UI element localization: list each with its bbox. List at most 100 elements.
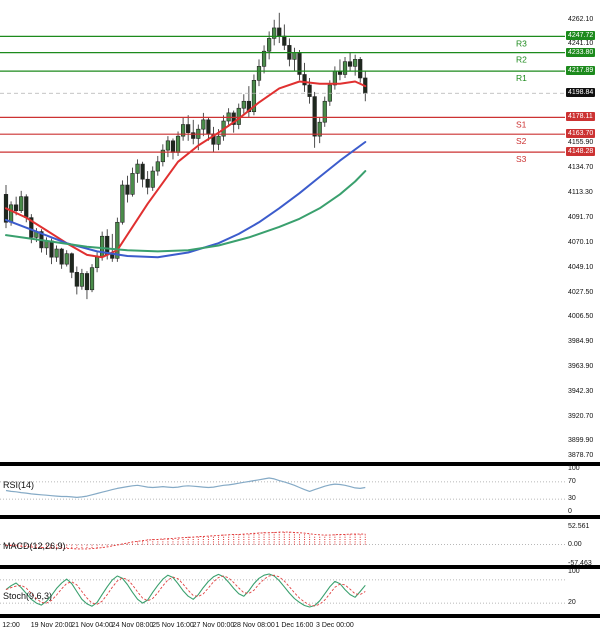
macd-signal-line: [5, 531, 366, 550]
ma-fast-line: [5, 80, 367, 259]
price-tick: 3963.90: [568, 362, 594, 370]
pivot-level-label: R2: [516, 55, 527, 65]
candle-body: [29, 217, 34, 238]
stoch-k-line: [5, 573, 366, 608]
candle-body: [84, 273, 90, 291]
candle-body: [74, 272, 79, 287]
time-tick: 27 Nov 00:00: [192, 622, 235, 629]
candle-body: [14, 204, 19, 211]
candle-body: [186, 124, 191, 133]
time-tick: 3 Dec 00:00: [316, 622, 354, 629]
candle-body: [302, 74, 307, 86]
price-tick: 4091.70: [568, 213, 594, 221]
price-tick: 4155.90: [568, 139, 594, 147]
candle-body: [135, 163, 140, 174]
time-tick: 28 Nov 08:00: [233, 622, 275, 629]
price-tick: 4241.10: [568, 40, 594, 48]
indicator-axis-tick: 100: [568, 568, 580, 576]
macd-label: MACD(12,26,9): [3, 541, 66, 551]
pivot-level-label: R1: [516, 73, 527, 83]
main-chart-panel: R3 R2 R1 S1 S2 S3 4262.10 4241.10 4155.90 4134.7…: [0, 0, 600, 462]
macd-panel: MACD(12,26,9) 52.561 0.00 -57.463: [0, 519, 600, 567]
candle-body: [206, 119, 211, 135]
candle-body: [312, 96, 317, 137]
panel-divider[interactable]: [0, 565, 600, 569]
candle-body: [170, 140, 176, 153]
price-tick: 3878.70: [568, 452, 594, 459]
indicator-axis-tick: 100: [568, 465, 580, 473]
candle-body: [191, 132, 196, 139]
price-tick: 4027.50: [568, 288, 594, 296]
candle-body: [115, 221, 120, 259]
candle-body: [236, 107, 241, 125]
stoch-canvas[interactable]: [0, 569, 565, 614]
price-tick: 4134.70: [568, 163, 594, 171]
stoch-panel: Stoch(9,6,3) 100 20: [0, 568, 600, 614]
candle-body: [251, 79, 257, 113]
candle-body: [272, 27, 277, 39]
price-tick: 3942.30: [568, 387, 594, 395]
time-tick: 12:00: [2, 622, 20, 629]
rsi-line: [5, 477, 366, 498]
ma-mid-line: [5, 141, 367, 259]
price-tick: 3899.90: [568, 437, 594, 445]
candle-body: [201, 119, 206, 130]
candle-body: [125, 184, 130, 195]
candle-body: [256, 66, 262, 81]
candle-body: [145, 178, 150, 188]
rsi-label: RSI(14): [3, 480, 35, 490]
candle-body: [282, 35, 287, 46]
pivot-price-badge: 4148.28: [566, 147, 596, 157]
rsi-panel: RSI(14) 100 70 30 0: [0, 465, 600, 515]
panel-divider[interactable]: [0, 614, 600, 618]
pivot-price-badge: 4217.89: [566, 66, 596, 76]
time-tick: 21 Nov 04:00: [71, 622, 113, 629]
pivot-price-badge: 4178.11: [566, 112, 595, 122]
pivot-level-label: S3: [516, 154, 527, 164]
candle-body: [8, 204, 14, 223]
candle-body: [307, 84, 312, 97]
candle-body: [54, 248, 59, 258]
price-axis: 4262.10 4241.10 4155.90 4134.70 4113.30 4091.…: [565, 0, 600, 462]
candle-body: [353, 59, 358, 67]
candle-body: [175, 135, 181, 153]
price-tick: 3984.90: [568, 338, 594, 346]
candle-body: [165, 140, 171, 151]
indicator-axis-tick: 70: [568, 477, 576, 485]
time-tick: 1 Dec 16:00: [275, 622, 314, 629]
pivot-level-label: S1: [516, 119, 527, 129]
candle-body: [160, 149, 165, 163]
price-tick: 4113.30: [568, 188, 593, 196]
candle-body: [130, 173, 135, 195]
indicator-axis-tick: 52.561: [568, 523, 590, 531]
pivot-level-label: R3: [516, 38, 527, 48]
candle-body: [120, 184, 125, 223]
indicator-axis-tick: 20: [568, 599, 576, 607]
candle-body: [150, 170, 155, 188]
stoch-d-line: [5, 574, 366, 607]
candle-body: [100, 235, 105, 258]
price-chart-canvas[interactable]: R3 R2 R1 S1 S2 S3: [0, 0, 565, 462]
candle-body: [140, 163, 145, 180]
candle-body: [216, 135, 221, 145]
macd-canvas[interactable]: [0, 519, 565, 565]
candle-body: [261, 50, 267, 67]
ma-slow-line: [5, 170, 367, 253]
candle-body: [292, 52, 297, 60]
candle-body: [277, 27, 282, 37]
panel-divider[interactable]: [0, 515, 600, 519]
time-tick: 24 Nov 08:00: [111, 622, 154, 629]
rsi-canvas[interactable]: [0, 466, 565, 515]
price-tick: 4262.10: [568, 15, 594, 23]
panel-divider[interactable]: [0, 462, 600, 466]
indicator-axis-tick: 0: [568, 507, 572, 515]
candle-body: [342, 61, 348, 75]
candle-body: [94, 256, 100, 268]
candle-body: [181, 124, 186, 137]
pivot-level-label: S2: [516, 136, 527, 146]
candle-body: [64, 253, 69, 265]
candle-body: [155, 161, 160, 172]
candle-body: [24, 196, 29, 218]
price-tick: 3920.70: [568, 412, 594, 420]
stoch-label: Stoch(9,6,3): [3, 591, 53, 601]
